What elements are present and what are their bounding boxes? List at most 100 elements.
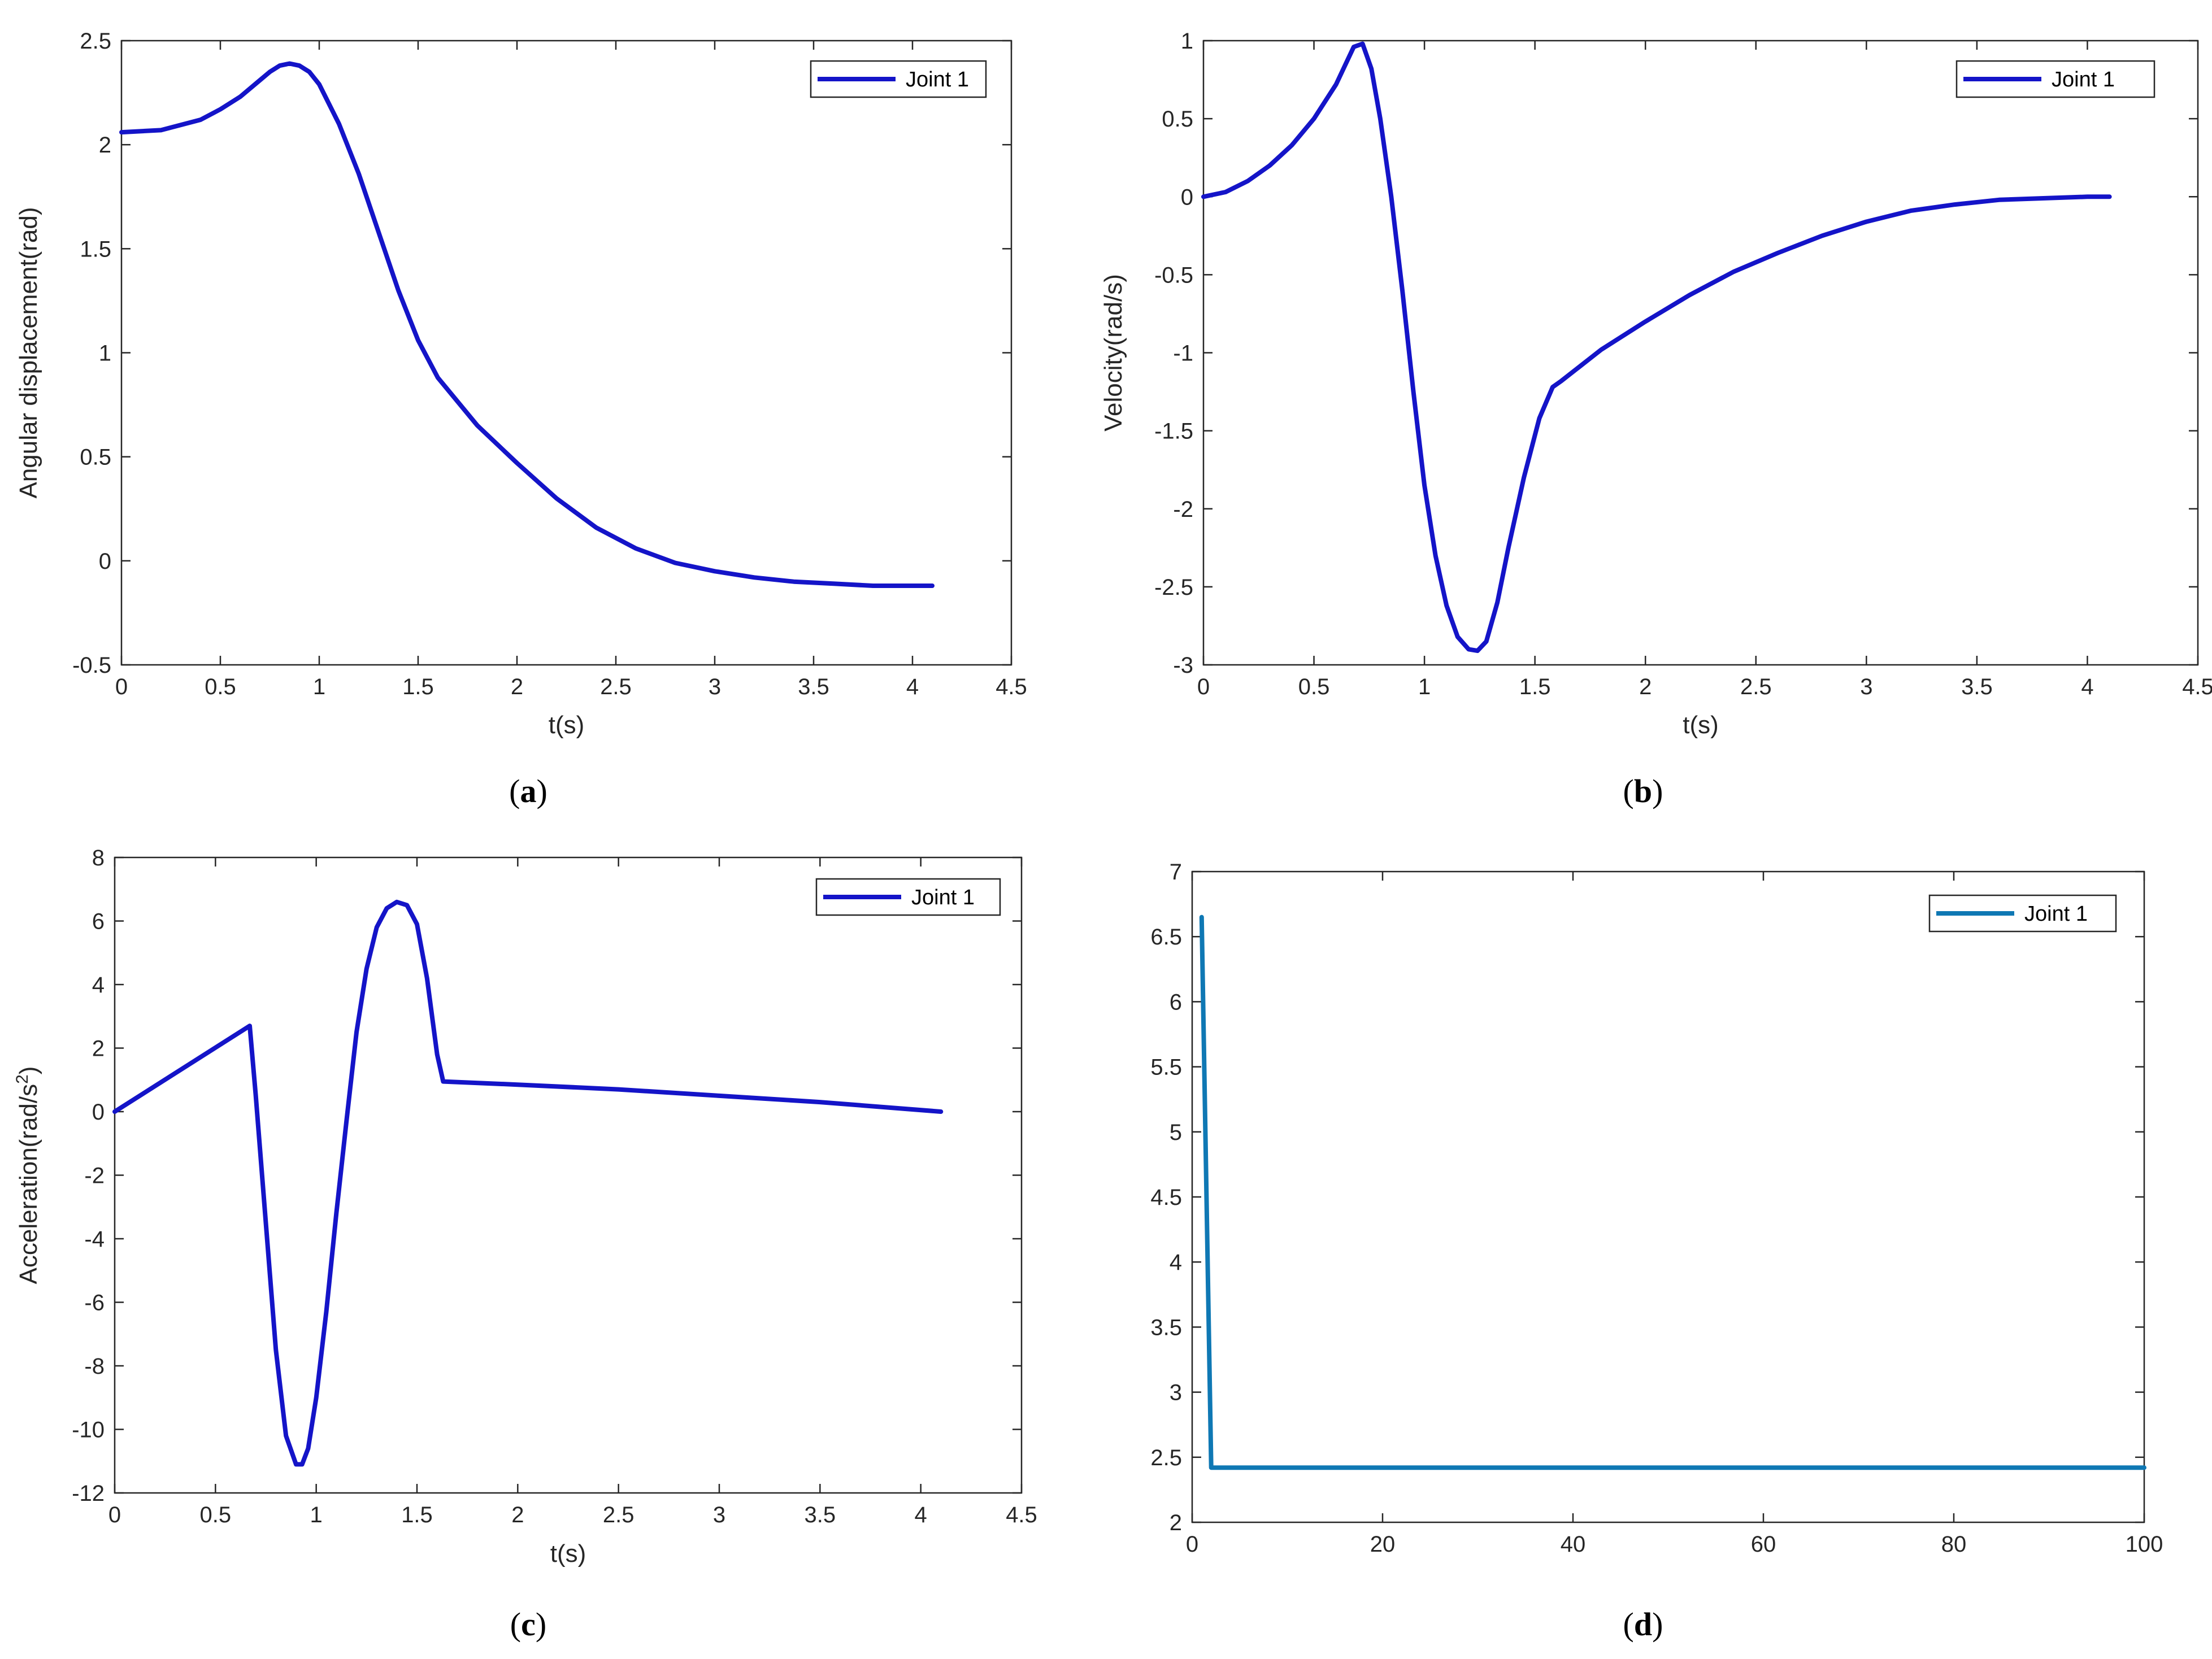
chart-a-x-tick-label: 1.5	[402, 674, 434, 699]
chart-c-x-axis-label: t(s)	[550, 1540, 586, 1567]
chart-c-legend: Joint 1	[815, 878, 1001, 916]
chart-c-x-tick-label: 0.5	[200, 1503, 232, 1527]
chart-b-y-tick-label: 1	[1181, 29, 1193, 54]
chart-c-y-tick-label: -8	[84, 1354, 105, 1379]
chart-d-plot-area	[1191, 870, 2145, 1523]
chart-d-x-tick-label: 80	[1941, 1532, 1967, 1557]
chart-d-y-tick-label: 3.5	[1150, 1315, 1182, 1340]
chart-c-x-tick-label: 2	[511, 1503, 524, 1527]
chart-a-y-tick-label: 2.5	[80, 29, 111, 54]
chart-b-x-tick-label: 2.5	[1740, 674, 1772, 699]
chart-b-x-axis-label: t(s)	[1683, 711, 1719, 739]
chart-c-x-tick-label: 4	[915, 1503, 927, 1527]
chart-a-x-tick-label: 0	[115, 674, 128, 699]
chart-a-y-tick-label: 0	[99, 549, 111, 574]
chart-b-y-tick-label: 0.5	[1162, 107, 1193, 132]
chart-b-x-tick-label: 4.5	[2182, 674, 2212, 699]
chart-c-caption-letter: c	[521, 1606, 536, 1643]
chart-b-x-tick-label: 2	[1639, 674, 1652, 699]
chart-c-y-tick-label: -12	[72, 1481, 105, 1506]
chart-b-y-tick-label: 0	[1181, 185, 1193, 210]
chart-d-series-line-joint-1	[1199, 915, 2146, 1470]
panel-a: 0 0.5 1 1.5 2 2.5 3 3.5 4 4.5-0.500.511.522.5t(s)…	[15, 29, 1027, 809]
chart-c-y-axis-label: Acceleration(rad/s2)	[13, 1066, 42, 1284]
chart-b-caption-letter: b	[1634, 773, 1652, 809]
chart-a-y-tick-label: -0.5	[72, 653, 111, 678]
chart-a-y-axis-label: Angular displacement(rad)	[15, 207, 42, 498]
chart-b-plot-area	[1202, 40, 2199, 666]
chart-b-y-axis-label: Velocity(rad/s)	[1100, 274, 1127, 432]
chart-d-y-tick-label: 4	[1170, 1250, 1182, 1275]
chart-c-legend-entry: Joint 1	[911, 886, 975, 909]
chart-a-x-tick-label: 1	[313, 674, 325, 699]
chart-a-x-tick-label: 2	[511, 674, 523, 699]
chart-d-y-tick-label: 4.5	[1150, 1185, 1182, 1210]
chart-a-x-tick-label: 4	[906, 674, 919, 699]
chart-a-x-tick-label: 3	[709, 674, 721, 699]
chart-a-x-tick-label: 3.5	[798, 674, 829, 699]
chart-d-y-tick-label: 5	[1170, 1120, 1182, 1145]
chart-b-x-tick-label: 3	[1860, 674, 1872, 699]
panel-d: 0 20 40 60 80 100 2 2.5 3 3.5 4 4.5 5 5.5 6 6.5 7 Joint 1…	[1150, 860, 2163, 1643]
chart-c-y-tick-label: -4	[84, 1227, 105, 1252]
chart-c-y-tick-label: 0	[92, 1100, 105, 1125]
chart-c-y-tick-label: -6	[84, 1291, 105, 1316]
chart-c-y-axis-label-superscript: 2	[13, 1074, 32, 1084]
chart-a-series-line-joint-1	[119, 61, 935, 588]
chart-c-x-tick-label: 1	[310, 1503, 323, 1527]
chart-b-x-tick-label: 0	[1197, 674, 1210, 699]
chart-b-series-line-joint-1	[1201, 41, 2112, 654]
chart-d-y-tick-label: 6	[1170, 990, 1182, 1014]
chart-a-y-tick-label: 2	[99, 133, 111, 158]
chart-d-x-tick-label: 60	[1751, 1532, 1776, 1557]
chart-b-legend-entry: Joint 1	[2052, 68, 2115, 92]
chart-c-x-tick-label: 0	[108, 1503, 121, 1527]
chart-c-y-tick-label: 6	[92, 909, 105, 934]
chart-d-x-tick-label: 100	[2126, 1532, 2163, 1557]
chart-c-y-tick-label: 4	[92, 973, 105, 998]
chart-b-y-tick-label: -2	[1173, 497, 1193, 522]
chart-d-y-tick-label: 2	[1170, 1510, 1182, 1535]
chart-b-x-tick-label: 1.5	[1519, 674, 1551, 699]
chart-a-x-axis-label: t(s)	[549, 711, 585, 739]
chart-b-caption: (b)	[1623, 773, 1663, 809]
chart-d-legend-entry: Joint 1	[2024, 902, 2088, 926]
chart-c-x-tick-label: 4.5	[1006, 1503, 1037, 1527]
chart-c-y-tick-label: 8	[92, 846, 105, 870]
chart-b-y-tick-label: -2.5	[1154, 575, 1193, 600]
chart-a-legend-entry: Joint 1	[906, 68, 969, 92]
chart-b-x-tick-label: 0.5	[1298, 674, 1330, 699]
chart-b-legend: Joint 1	[1955, 60, 2155, 98]
chart-c-caption: (c)	[510, 1606, 546, 1643]
chart-a-plot-area	[120, 40, 1012, 666]
chart-d-x-tick-label: 0	[1186, 1532, 1198, 1557]
chart-a-x-tick-label: 4.5	[996, 674, 1027, 699]
chart-c-y-tick-label: 2	[92, 1037, 105, 1061]
chart-b-y-tick-label: -0.5	[1154, 263, 1193, 288]
chart-d-x-tick-label: 20	[1370, 1532, 1396, 1557]
chart-a-caption: (a)	[509, 773, 547, 809]
chart-b-y-tick-label: -1.5	[1154, 419, 1193, 444]
chart-d-legend: Joint 1	[1928, 894, 2117, 933]
chart-d-y-tick-label: 2.5	[1150, 1445, 1182, 1470]
panel-b: 0 0.5 1 1.5 2 2.5 3 3.5 4 4.5 -3 -2.5 -2 -1.5 -1 -0.5 0 0…	[1100, 29, 2212, 809]
chart-b-y-tick-label: -3	[1173, 653, 1193, 678]
chart-c-x-tick-label: 3.5	[805, 1503, 836, 1527]
chart-d-caption-letter: d	[1634, 1606, 1652, 1643]
chart-d-y-tick-label: 7	[1170, 860, 1182, 885]
chart-b-x-tick-label: 1	[1418, 674, 1431, 699]
chart-d-y-tick-label: 3	[1170, 1381, 1182, 1405]
chart-a-x-tick-label: 0.5	[205, 674, 236, 699]
chart-c-plot-area	[114, 856, 1023, 1494]
chart-c-x-tick-label: 3	[713, 1503, 725, 1527]
chart-c-y-tick-label: -2	[84, 1164, 105, 1188]
chart-c-x-tick-label: 2.5	[603, 1503, 635, 1527]
chart-b-x-tick-label: 3.5	[1961, 674, 1993, 699]
chart-c-series-line-joint-1	[112, 899, 944, 1467]
chart-b-y-tick-label: -1	[1173, 341, 1193, 366]
chart-d-x-tick-label: 40	[1561, 1532, 1586, 1557]
chart-a-caption-letter: a	[520, 773, 537, 809]
chart-a-y-tick-label: 1.5	[80, 237, 111, 262]
chart-d-y-tick-label: 6.5	[1150, 925, 1182, 950]
